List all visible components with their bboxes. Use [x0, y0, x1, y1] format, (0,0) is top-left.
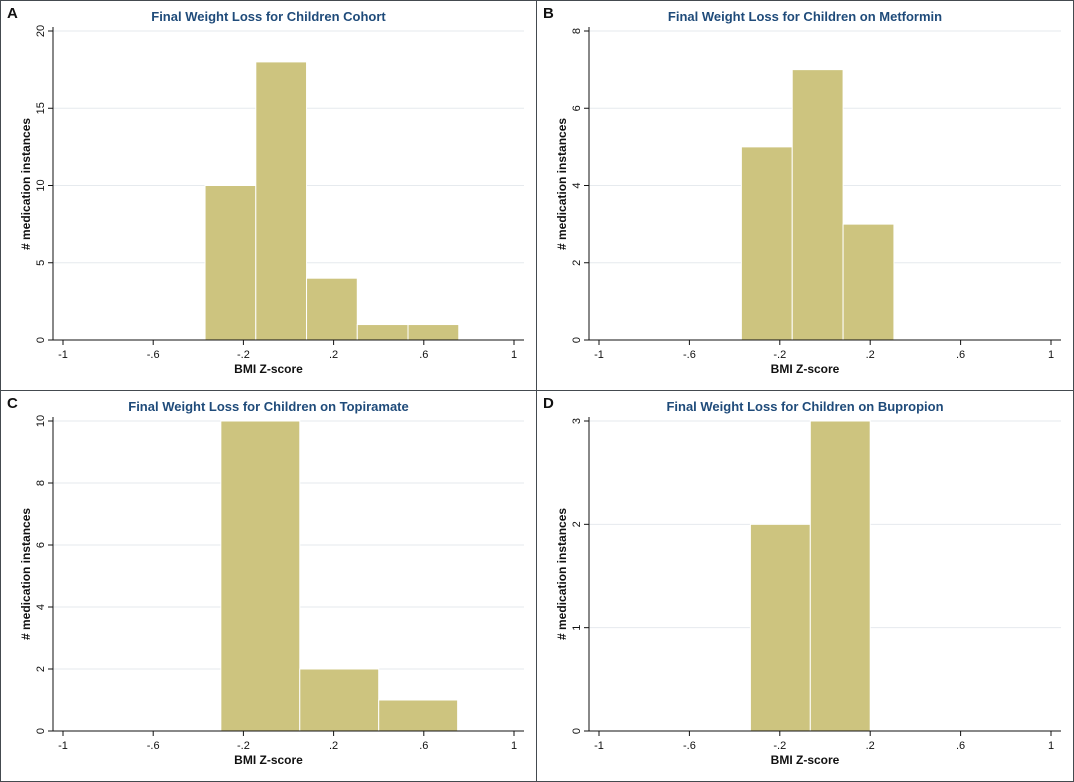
y-axis-label: # medication instances	[555, 117, 569, 250]
x-tick-label: .2	[329, 740, 338, 752]
x-tick-label: -.6	[147, 740, 160, 752]
x-tick-label: .2	[866, 740, 875, 752]
histogram-bar	[356, 324, 409, 341]
y-tick-label: 8	[35, 480, 47, 486]
histogram-bar	[407, 324, 460, 341]
chart-svg: -1 -.6 -.2 .2 .6 1 0 1 2 3	[571, 417, 1061, 752]
panel-c: C Final Weight Loss for Children on Topi…	[0, 390, 537, 782]
x-tick-label: -1	[58, 740, 68, 752]
histogram-bar	[255, 61, 308, 341]
y-tick-label: 0	[571, 337, 583, 343]
x-tick-label: .6	[419, 349, 428, 361]
x-tick-label: 1	[1048, 740, 1054, 752]
histogram-bar	[749, 523, 811, 732]
panel-d: D Final Weight Loss for Children on Bupr…	[536, 390, 1074, 782]
x-axis-label: BMI Z-score	[234, 753, 303, 767]
x-tick-label: -1	[594, 349, 604, 361]
x-tick-label: .2	[329, 349, 338, 361]
y-tick-label: 6	[571, 105, 583, 111]
panel-letter: D	[543, 395, 554, 412]
y-tick-label: 1	[571, 625, 583, 631]
y-tick-label: 8	[571, 28, 583, 34]
x-tick-label: 1	[511, 740, 517, 752]
y-tick-label: 6	[35, 542, 47, 548]
histogram-bar	[842, 223, 895, 341]
y-axis-label: # medication instances	[19, 507, 33, 640]
x-tick-label: -.2	[237, 740, 250, 752]
histogram-bar	[378, 699, 459, 732]
x-tick-label: -.6	[683, 740, 696, 752]
x-tick-label: -.2	[773, 740, 786, 752]
chart-svg: -1 -.6 -.2 .2 .6 1 0 2 4 6 8	[571, 27, 1061, 361]
x-tick-label: .6	[419, 740, 428, 752]
x-tick-label: -.2	[237, 349, 250, 361]
histogram-bar	[791, 69, 844, 341]
y-tick-label: 10	[35, 179, 47, 191]
panel-letter: A	[7, 5, 18, 22]
histogram-bar	[299, 668, 380, 732]
panel-b: B Final Weight Loss for Children on Metf…	[536, 0, 1074, 391]
histogram-bar	[204, 185, 257, 341]
x-tick-label: -.2	[773, 349, 786, 361]
y-tick-label: 4	[35, 604, 47, 610]
y-tick-label: 10	[35, 415, 47, 427]
y-tick-label: 5	[35, 260, 47, 266]
chart-title: Final Weight Loss for Children Cohort	[151, 9, 386, 24]
y-tick-label: 2	[571, 260, 583, 266]
x-axis-label: BMI Z-score	[770, 753, 840, 767]
y-tick-label: 0	[35, 728, 47, 734]
x-tick-label: -1	[594, 740, 604, 752]
x-tick-label: 1	[1048, 349, 1054, 361]
histogram-bar	[740, 146, 793, 341]
y-axis-label: # medication instances	[19, 117, 33, 250]
y-tick-label: 0	[571, 728, 583, 734]
y-tick-label: 2	[571, 521, 583, 527]
x-tick-label: -.6	[683, 349, 696, 361]
y-tick-label: 4	[571, 182, 583, 188]
x-tick-label: .6	[956, 740, 965, 752]
y-tick-label: 2	[35, 666, 47, 672]
y-tick-label: 15	[35, 102, 47, 114]
histogram-bar	[809, 420, 871, 732]
y-tick-label: 20	[35, 25, 47, 37]
panel-a: A Final Weight Loss for Children Cohort …	[0, 0, 537, 391]
x-tick-label: -.6	[147, 349, 160, 361]
chart-title: Final Weight Loss for Children on Metfor…	[667, 9, 943, 24]
panel-letter: B	[543, 5, 554, 22]
chart-title: Final Weight Loss for Children on Buprop…	[666, 399, 944, 414]
x-tick-label: -1	[58, 349, 68, 361]
x-tick-label: .2	[866, 349, 875, 361]
x-axis-label: BMI Z-score	[770, 362, 840, 376]
histogram-bar	[306, 277, 358, 341]
y-tick-label: 3	[571, 418, 583, 424]
chart-title: Final Weight Loss for Children on Topira…	[128, 399, 409, 414]
histogram-bar	[220, 420, 301, 732]
panel-letter: C	[7, 395, 18, 412]
x-axis-label: BMI Z-score	[234, 362, 303, 376]
x-tick-label: 1	[511, 349, 517, 361]
y-axis-label: # medication instances	[555, 507, 569, 640]
x-tick-label: .6	[956, 349, 965, 361]
y-tick-label: 0	[35, 337, 47, 343]
